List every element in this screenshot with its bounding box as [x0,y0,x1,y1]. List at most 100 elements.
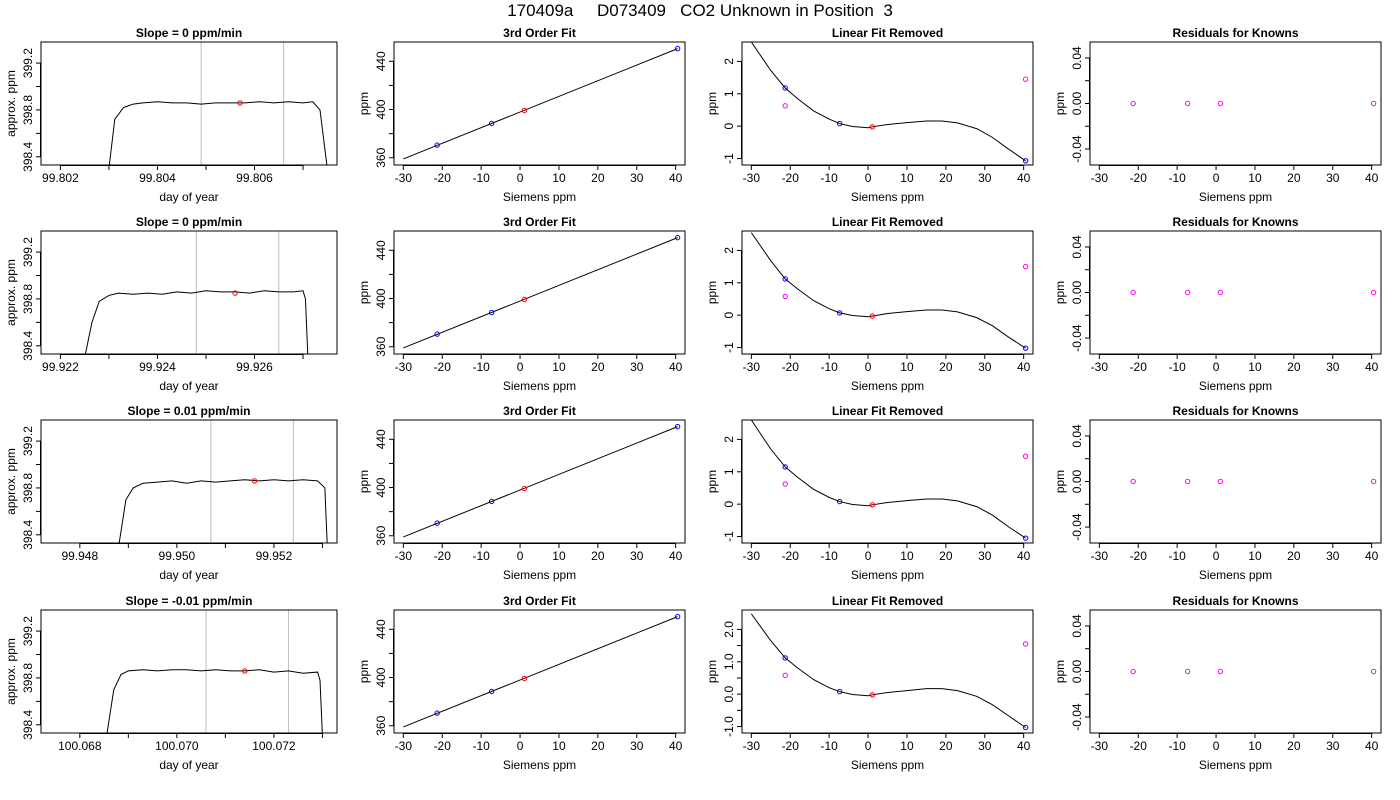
x-tick-label: -20 [434,739,452,753]
y-tick-label: 400 [374,667,388,687]
panel-title: 3rd Order Fit [503,404,576,418]
x-tick-label: 0 [517,739,524,753]
panel-1-4: Residuals for Knowns -30 -20 -10 0 10 20 30 40 -0… [1053,26,1382,204]
plot-frame [40,230,338,355]
x-tick-label: 99.926 [236,360,273,374]
fit-line [403,48,678,160]
known-point [674,423,681,430]
x-tick-label: 0 [865,739,872,753]
unknown-point [232,290,238,296]
known-point [1022,345,1029,351]
x-tick-label: 30 [630,360,644,374]
y-axis-label: ppm [357,470,371,493]
x-tick-label: -20 [434,360,452,374]
x-tick-label: -30 [1091,549,1109,563]
x-axis-label: Siemens ppm [1199,758,1272,772]
x-tick-label: 0 [865,549,872,563]
y-tick-label: 398.4 [21,330,35,360]
x-tick-label: 30 [630,549,644,563]
y-tick-label: 360 [374,715,388,735]
y-tick-label: 0 [722,312,736,319]
plot-frame [393,609,686,734]
known-point [836,310,843,316]
plot-frame [1089,230,1382,355]
x-tick-label: -20 [1130,549,1148,563]
panel-2-1: Slope = 0 ppm/min 99.922 99.924 99.926 398.4… [4,215,338,393]
y-tick-label: 0.00 [1070,659,1084,683]
residual-point [1217,478,1224,485]
x-tick-label: -30 [743,549,761,563]
x-tick-label: 10 [900,549,914,563]
panel-title: 3rd Order Fit [503,215,576,229]
x-axis-label: Siemens ppm [851,190,924,204]
residual-point [1370,478,1377,485]
y-tick-label: 400 [374,99,388,119]
y-axis-label: approx. ppm [4,70,18,137]
x-tick-label: 99.924 [139,360,176,374]
plot-area [84,231,309,354]
x-axis-label: Siemens ppm [1199,379,1272,393]
known-point [1022,535,1029,541]
y-tick-label: 440 [374,51,388,71]
x-tick-label: 99.806 [236,171,273,185]
x-tick-label: 10 [900,739,914,753]
x-tick-label: 99.950 [159,549,196,563]
y-tick-label: 440 [374,619,388,639]
known-point [782,655,788,661]
x-tick-label: 20 [1287,549,1301,563]
known-point [488,498,495,505]
panel-3-2: 3rd Order Fit -30 -20 -10 0 10 20 30 40 360 400 440… [357,404,686,582]
residual-point [782,672,788,679]
y-axis-label: ppm [357,281,371,304]
residual-point [1130,668,1136,675]
x-tick-label: -30 [395,360,413,374]
x-tick-label: 10 [552,739,566,753]
y-axis-label: ppm [357,660,371,683]
x-tick-label: -10 [820,549,838,563]
y-tick-label: 398.4 [21,141,35,171]
x-tick-label: -10 [1168,360,1186,374]
x-tick-label: -30 [395,171,413,185]
x-tick-label: -10 [1168,549,1186,563]
x-tick-label: 30 [1326,171,1340,185]
known-point [434,710,440,716]
y-tick-label: 0.00 [1070,469,1084,493]
plot-area [118,420,328,543]
y-tick-label: 400 [374,477,388,497]
known-point [488,688,495,695]
plot-frame [40,609,338,734]
x-tick-label: 40 [1017,360,1031,374]
panel-title: Slope = 0 ppm/min [136,26,242,40]
residual-point [1130,478,1136,485]
residual-point [1184,668,1191,675]
y-tick-label: 398.4 [21,519,35,549]
x-tick-label: 0 [1213,549,1220,563]
x-tick-label: 40 [1017,739,1031,753]
x-tick-label: -30 [743,739,761,753]
plot-area [1130,478,1377,485]
y-tick-label: 0 [722,501,736,508]
y-axis-label: ppm [1053,660,1067,683]
x-tick-label: 100.070 [155,739,199,753]
x-tick-label: -20 [1130,171,1148,185]
y-tick-label: -1 [722,342,736,353]
panel-title: Residuals for Knowns [1172,594,1298,608]
plot-area [750,232,1029,351]
cubic-residual-curve [750,613,1026,728]
unknown-point [869,313,876,319]
residual-point [1217,289,1224,296]
plot-area [403,45,681,160]
x-tick-label: 30 [1326,549,1340,563]
fit-line [403,426,678,538]
panel-1-1: Slope = 0 ppm/min 99.802 99.804 99.806 398.4… [4,26,338,204]
x-tick-label: 30 [630,171,644,185]
x-tick-label: 30 [1326,360,1340,374]
x-tick-label: 40 [1365,360,1379,374]
panel-2-3: Linear Fit Removed-30 -20 -10 0 10 20 30 40-101… [705,215,1034,393]
x-tick-label: 30 [978,171,992,185]
x-axis-label: Siemens ppm [503,190,576,204]
x-tick-label: -10 [472,171,490,185]
residual-point [782,293,788,300]
x-tick-label: 0 [517,549,524,563]
